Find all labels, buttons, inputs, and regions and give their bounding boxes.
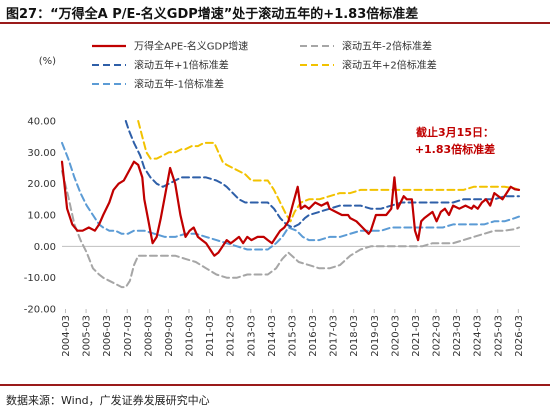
y-tick-label: -20.00 — [24, 305, 56, 316]
legend-label: 滚动五年+2倍标准差 — [342, 59, 437, 72]
legend-label: 滚动五年-2倍标准差 — [342, 40, 432, 53]
legend-label: 滚动五年-1倍标准差 — [134, 78, 224, 91]
x-tick-label: 2023-03 — [452, 315, 463, 357]
annotation-text: +1.83倍标准差 — [415, 142, 495, 156]
y-tick-label: 10.00 — [27, 211, 56, 222]
x-tick-label: 2018-03 — [349, 315, 360, 357]
x-tick-label: 2026-03 — [514, 315, 525, 357]
legend-label: 万得全APE-名义GDP增速 — [134, 40, 248, 53]
x-tick-label: 2013-03 — [246, 315, 257, 357]
x-tick-label: 2005-03 — [82, 315, 93, 357]
x-tick-label: 2017-03 — [329, 315, 340, 357]
chart-svg: -20.00 -10.00 0.00 10.00 20.00 30.00 40.00 (%) 2… — [24, 40, 525, 357]
series-line-0 — [60, 160, 521, 257]
x-tick-label: 2011-03 — [205, 315, 216, 357]
x-tick-label: 2014-03 — [267, 315, 278, 357]
x-tick-label: 2021-03 — [411, 315, 422, 357]
y-tick-label: 0.00 — [34, 242, 56, 253]
title-bar: 图27：“万得全A P/E-名义GDP增速”处于滚动五年的+1.83倍标准差 — [0, 0, 550, 24]
chart-title: 图27：“万得全A P/E-名义GDP增速”处于滚动五年的+1.83倍标准差 — [6, 7, 419, 22]
x-tick-label: 2010-03 — [185, 315, 196, 357]
source-note: 数据来源：Wind，广发证券发展研究中心 — [6, 394, 210, 407]
x-tick-label: 2006-03 — [102, 315, 113, 357]
x-tick-label: 2020-03 — [390, 315, 401, 357]
source-bar: 数据来源：Wind，广发证券发展研究中心 — [0, 384, 550, 411]
x-tick-label: 2012-03 — [226, 315, 237, 357]
series-line-3 — [137, 120, 520, 223]
x-tick-label: 2024-03 — [473, 315, 484, 357]
annotation-text: 截止3月15日： — [416, 125, 494, 139]
x-tick-label: 2019-03 — [370, 315, 381, 357]
y-axis-unit: (%) — [39, 56, 56, 67]
x-tick-label: 2022-03 — [432, 315, 443, 357]
x-tick-label: 2004-03 — [61, 315, 72, 357]
x-tick-label: 2007-03 — [123, 315, 134, 357]
y-tick-label: 40.00 — [27, 117, 56, 128]
x-tick-label: 2025-03 — [493, 315, 504, 357]
x-tick-label: 2016-03 — [308, 315, 319, 357]
y-tick-label: 30.00 — [27, 148, 56, 159]
x-tick-label: 2009-03 — [164, 315, 175, 357]
series-line-2 — [124, 120, 520, 229]
series-line-1 — [61, 170, 520, 289]
legend-label: 滚动五年+1倍标准差 — [134, 59, 229, 72]
series-line-4 — [61, 141, 520, 251]
x-tick-label: 2015-03 — [287, 315, 298, 357]
y-tick-label: 20.00 — [27, 179, 56, 190]
x-tick-label: 2008-03 — [143, 315, 154, 357]
y-tick-label: -10.00 — [24, 273, 56, 284]
